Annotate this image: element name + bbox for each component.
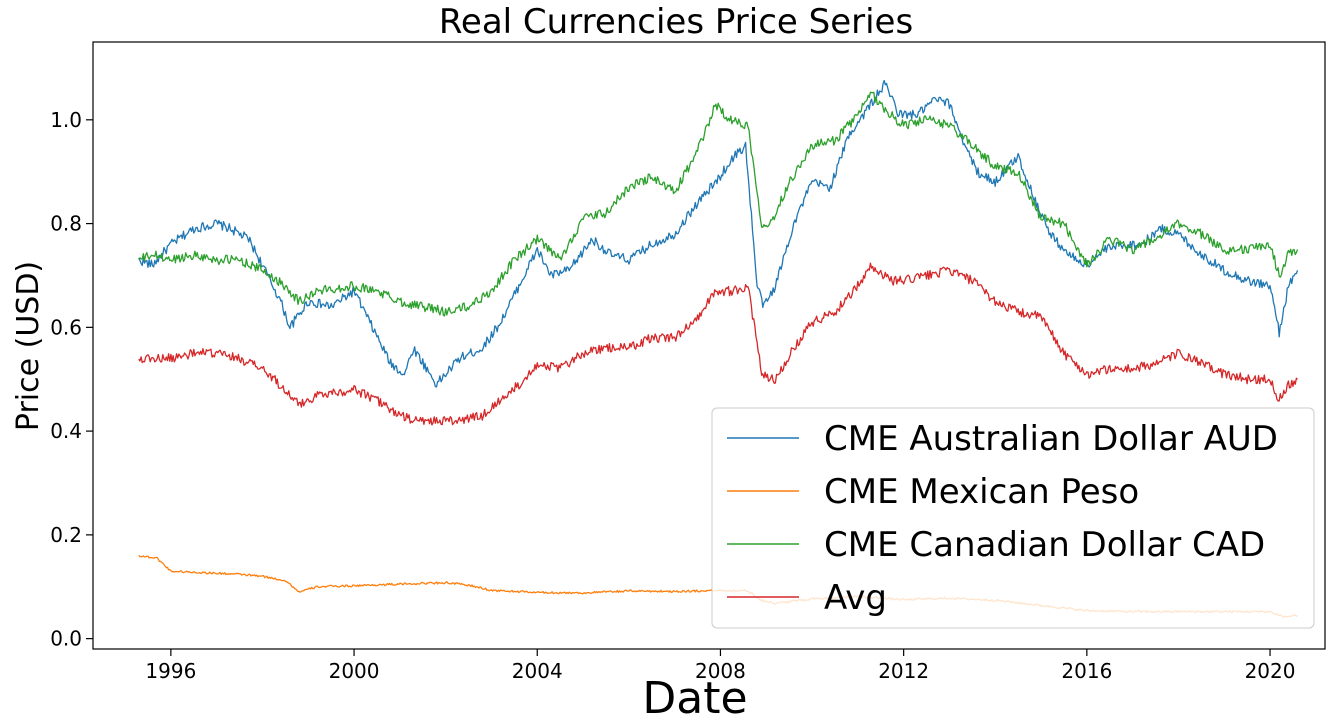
y-axis-label: Price (USD) xyxy=(11,261,46,431)
y-tick-label: 1.0 xyxy=(50,108,82,132)
x-tick-label: 1996 xyxy=(145,659,196,683)
y-tick-label: 0.6 xyxy=(50,315,82,339)
y-tick-label: 0.8 xyxy=(50,212,82,236)
axes-frame xyxy=(92,41,1326,650)
legend-label: CME Mexican Peso xyxy=(824,472,1139,512)
legend: CME Australian Dollar AUD CME Mexican Pes… xyxy=(711,407,1315,629)
legend-label: CME Canadian Dollar CAD xyxy=(824,525,1265,565)
series-line xyxy=(138,79,1299,388)
series-line xyxy=(138,262,1298,426)
x-tick-label: 2008 xyxy=(695,659,746,683)
y-axis: 0.0 0.2 0.4 0.6 0.8 1.0 xyxy=(50,108,93,651)
x-axis: 1996 2000 2004 2008 2012 2016 2020 xyxy=(145,649,1295,683)
legend-box xyxy=(711,407,1315,629)
x-tick-label: 2004 xyxy=(512,659,563,683)
x-tick-label: 2000 xyxy=(329,659,380,683)
x-tick-label: 2012 xyxy=(878,659,929,683)
legend-label: Avg xyxy=(824,578,887,618)
x-tick-label: 2016 xyxy=(1061,659,1112,683)
series-line xyxy=(138,91,1299,317)
x-tick-label: 2020 xyxy=(1245,659,1296,683)
legend-label: CME Australian Dollar AUD xyxy=(824,419,1278,459)
x-axis-label: Date xyxy=(642,673,747,723)
y-tick-label: 0.2 xyxy=(50,523,82,547)
chart-title: Real Currencies Price Series xyxy=(439,2,913,42)
y-tick-label: 0.4 xyxy=(50,419,82,443)
y-tick-label: 0.0 xyxy=(50,627,82,651)
